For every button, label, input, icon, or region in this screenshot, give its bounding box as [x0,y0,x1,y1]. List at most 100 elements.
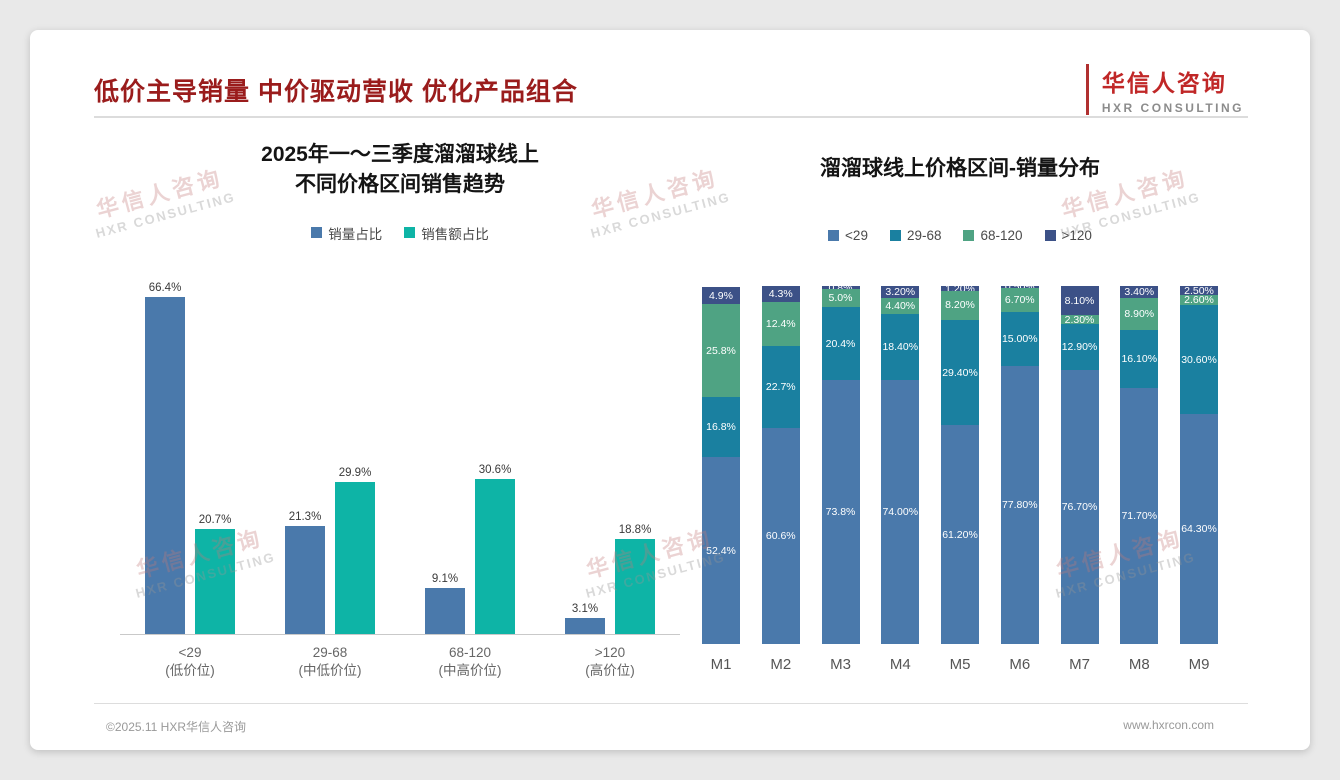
x-axis-label-tier: (中低价位) [298,663,362,679]
bar [615,538,655,634]
x-axis-label: M7 [1069,656,1090,674]
x-axis-label: >120 (高价位) [540,644,680,680]
stack-segment: 6.70% [1000,288,1039,313]
legend-label: 销量占比 [328,226,383,242]
stacked-bar: 60.6% 22.7% 12.4% 4.3% [761,286,800,645]
segment-value-label: 74.00% [882,505,919,518]
x-axis-label-range: <29 [178,644,202,660]
stack-segment: 64.30% [1180,414,1218,645]
segment-value-label: 8.90% [1124,308,1155,321]
left-chart-legend: 销量占比 销售额占比 [120,223,680,243]
x-axis-label-tier: (中高价位) [438,663,502,679]
x-axis-label: <29 (低价位) [120,644,260,680]
segment-value-label: 15.00% [1001,333,1038,346]
stack-segment: 12.90% [1060,323,1099,370]
left-chart-plot-area: 66.4% 20.7% 21.3% 29.9% 9.1% 30.6% 3.1% 18.8% [120,280,680,635]
segment-value-label: 2.50% [1184,284,1214,297]
stack-segment: 73.8% [821,380,860,645]
bar-group: 3.1% 18.8% [565,524,655,634]
segment-value-label: 60.6% [765,529,796,542]
bar [475,478,515,634]
segment-value-label: 4.9% [709,289,733,302]
stacked-bar: 64.30% 30.60% 2.60% 2.50% [1180,284,1218,645]
segment-value-label: 12.4% [765,318,796,331]
left-chart-title-line2: 不同价格区间销售趋势 [295,173,505,197]
sales-trend-chart: 2025年一～三季度溜溜球线上 不同价格区间销售趋势 销量占比 销售额占比 66.… [120,140,680,680]
segment-value-label: 4.3% [768,288,793,301]
slide-card: 低价主导销量 中价驱动营收 优化产品组合 华信人咨询 HXR CONSULTIN… [30,30,1310,750]
stack-segment: 77.80% [1000,365,1039,645]
legend-item: 销量占比 [311,223,382,243]
stack-segment: 3.40% [1120,286,1159,299]
stack-segment: 4.9% [702,286,740,305]
footer-divider [94,703,1248,704]
bar-value-label: 9.1% [431,572,459,585]
bar-wrap: 21.3% [285,511,325,634]
right-chart-plot-area: 52.4% 16.8% 25.8% 4.9% 60.6% 22.7% 12.4% 4.3% 73… [690,281,1230,645]
segment-value-label: 5.0% [828,292,853,305]
segment-value-label: 2.60% [1184,294,1214,307]
legend-item: <29 [828,228,868,243]
segment-value-label: 3.40% [1124,286,1155,299]
bar-value-label: 18.8% [618,523,652,536]
stack-segment: 22.7% [761,346,800,428]
stack-segment: 2.30% [1060,314,1099,326]
legend-item: 销售额占比 [404,223,489,243]
bar-group: 66.4% 20.7% [145,282,235,634]
x-axis-label: M1 [710,656,732,674]
bar-value-label: 30.6% [478,463,512,476]
stacked-bar: 76.70% 12.90% 2.30% 8.10% [1060,286,1099,645]
right-chart-x-axis: M1 M2 M3 M4 M5 M6 M7 M8 M9 [690,656,1230,673]
legend-item: >120 [1044,228,1092,243]
right-chart-title: 溜溜球线上价格区间-销量分布 [820,157,1100,180]
stack-segment: 4.3% [761,286,800,302]
price-distribution-chart: 溜溜球线上价格区间-销量分布 <29 29-68 68-120 >120 52.4% 1… [690,140,1230,673]
x-axis-label: M6 [1009,656,1031,674]
legend-swatch [828,230,840,242]
website-url: www.hxrcon.com [1123,718,1214,732]
x-axis-label: M3 [830,656,851,674]
brand-name-en: HXR CONSULTING [1101,101,1244,115]
segment-value-label: 16.10% [1121,352,1158,365]
segment-value-label: 20.4% [825,337,856,350]
bar-group: 21.3% 29.9% [285,467,375,634]
segment-value-label: 4.40% [885,299,916,312]
stack-segment: 15.00% [1000,312,1039,366]
x-axis-label: M8 [1128,656,1150,674]
stacked-bar: 61.20% 29.40% 8.20% 1.20% [941,283,979,645]
bar-value-label: 20.7% [198,513,232,526]
stacked-bar: 74.00% 18.40% 4.40% 3.20% [881,286,920,645]
stack-segment: 76.70% [1060,369,1099,645]
segment-value-label: 64.30% [1181,523,1217,536]
legend-swatch [889,230,901,242]
stack-segment: 60.6% [761,427,800,645]
bar-value-label: 66.4% [148,282,182,295]
stacked-bar: 77.80%15.00%6.70%0.50% [1000,281,1039,645]
legend-swatch [311,227,323,239]
left-chart-title-line1: 2025年一～三季度溜溜球线上 [261,143,539,166]
stack-segment: 4.40% [881,297,920,314]
legend-label: <29 [845,228,868,244]
x-axis-label-range: 29-68 [312,644,348,660]
stacked-bar: 71.70% 16.10% 8.90% 3.40% [1120,286,1159,645]
header-divider [94,116,1248,118]
bar-value-label: 3.1% [571,603,599,616]
copyright-text: ©2025.11 HXR华信人咨询 [106,720,246,734]
legend-item: 68-120 [963,228,1023,243]
bar [565,618,605,634]
stack-segment: 8.10% [1060,286,1099,316]
bar [145,297,185,634]
segment-value-label: 73.8% [825,506,856,519]
stack-segment: 18.40% [881,313,920,380]
stack-segment: 12.4% [761,301,800,347]
stack-segment: 2.50% [1180,284,1218,297]
left-chart-x-axis: <29 (低价位) 29-68 (中低价位) 68-120 (中高价位) >120 (高价位) [120,644,680,680]
stack-segment: 29.40% [941,320,979,426]
stacked-bar: 73.8% 20.4% 5.0% 0.8% [821,282,860,645]
legend-label: 销售额占比 [421,226,489,242]
stack-segment: 20.4% [821,307,860,381]
segment-value-label: 3.20% [885,286,916,299]
legend-swatch [404,227,416,239]
x-axis-label: M4 [889,656,911,674]
bar-group: 9.1% 30.6% [425,464,515,634]
